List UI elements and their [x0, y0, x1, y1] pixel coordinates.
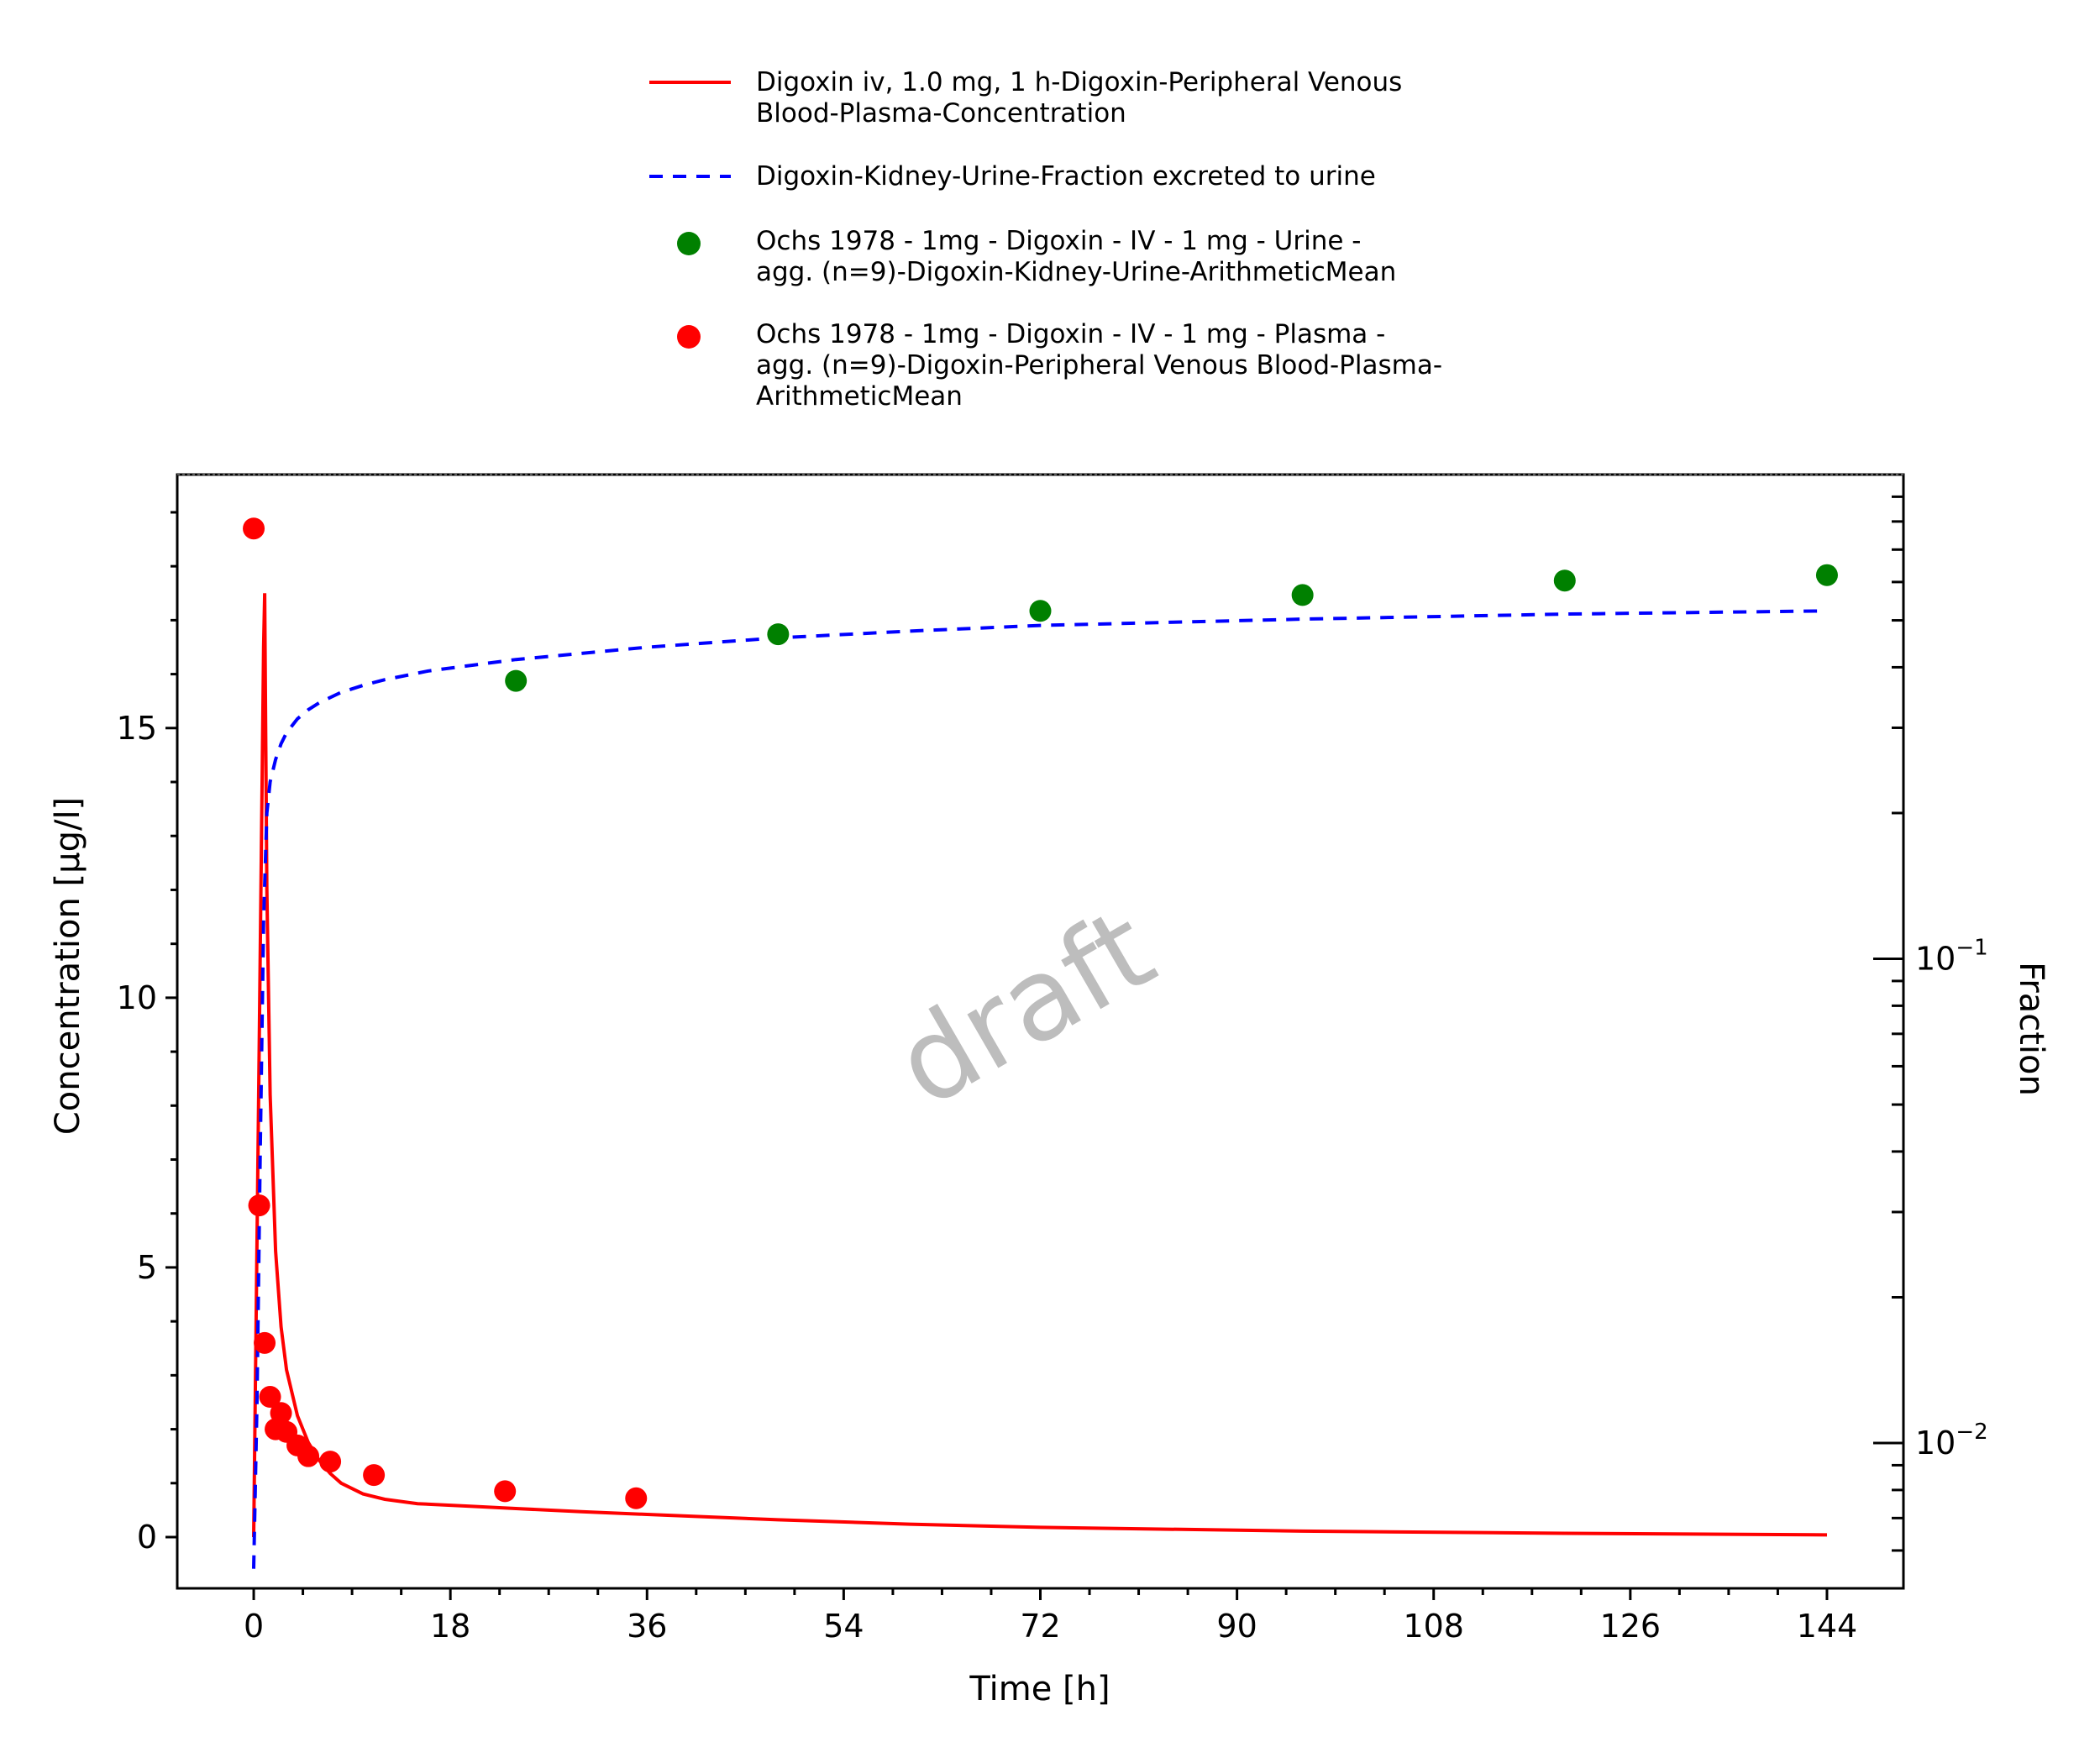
x-tick-label: 90	[1216, 1608, 1257, 1645]
x-tick-label: 72	[1020, 1608, 1060, 1645]
data-point-3	[254, 1331, 276, 1354]
x-axis-title: Time [h]	[969, 1670, 1110, 1708]
y2-axis-title: Fraction	[2012, 962, 2050, 1096]
data-point-2	[1553, 569, 1576, 592]
data-point-3	[297, 1445, 320, 1467]
legend-label: Digoxin-Kidney-Urine-Fraction excreted t…	[756, 161, 1376, 192]
y-tick-label: 15	[117, 710, 157, 747]
x-tick-label: 18	[430, 1608, 470, 1645]
data-point-3	[494, 1480, 517, 1503]
legend-key-marker	[677, 325, 701, 349]
legend-label: agg. (n=9)-Digoxin-Kidney-Urine-Arithmet…	[756, 257, 1396, 287]
data-point-2	[505, 669, 528, 692]
series-line-1	[252, 609, 1828, 1569]
data-point-2	[1291, 584, 1314, 606]
x-tick-label: 0	[244, 1608, 264, 1645]
data-point-2	[1815, 564, 1838, 586]
x-tick-label: 108	[1403, 1608, 1464, 1645]
data-point-3	[363, 1464, 386, 1487]
y-tick-label: 5	[137, 1249, 157, 1286]
data-point-3	[625, 1487, 648, 1509]
y-axis-title: Concentration [µg/l]	[49, 797, 87, 1135]
x-tick-label: 36	[627, 1608, 667, 1645]
legend-label: Ochs 1978 - 1mg - Digoxin - IV - 1 mg - …	[756, 226, 1361, 256]
data-point-3	[259, 1386, 281, 1409]
y-tick-label: 0	[137, 1519, 157, 1556]
y2-tick-label: 10−1	[1915, 936, 1988, 978]
watermark: draft	[874, 883, 1174, 1132]
x-tick-label: 126	[1600, 1608, 1662, 1645]
x-tick-label: 144	[1797, 1608, 1858, 1645]
legend-label: ArithmeticMean	[756, 381, 963, 412]
axes: 0 18 36 54 72 90 108 126 144 0 5 10 15 10−1 10−2	[117, 495, 1988, 1645]
legend-label: Blood-Plasma-Concentration	[756, 98, 1126, 129]
legend-label: Ochs 1978 - 1mg - Digoxin - IV - 1 mg - …	[756, 319, 1385, 349]
x-tick-label: 54	[823, 1608, 864, 1645]
series-line-0	[252, 593, 1828, 1538]
y2-tick-label: 10−2	[1915, 1420, 1988, 1462]
legend-label: agg. (n=9)-Digoxin-Peripheral Venous Blo…	[756, 350, 1442, 380]
y-tick-label: 10	[117, 979, 157, 1016]
data-point-3	[319, 1451, 342, 1473]
legend-key-marker	[677, 232, 701, 255]
data-point-2	[767, 623, 790, 646]
data-point-2	[1029, 600, 1052, 622]
legend: Digoxin iv, 1.0 mg, 1 h-Digoxin-Peripher…	[649, 67, 1442, 412]
data-point-3	[243, 517, 265, 540]
legend-label: Digoxin iv, 1.0 mg, 1 h-Digoxin-Peripher…	[756, 67, 1402, 97]
series-layer	[243, 517, 1838, 1569]
data-point-3	[248, 1194, 270, 1217]
data-point-3	[270, 1402, 292, 1425]
